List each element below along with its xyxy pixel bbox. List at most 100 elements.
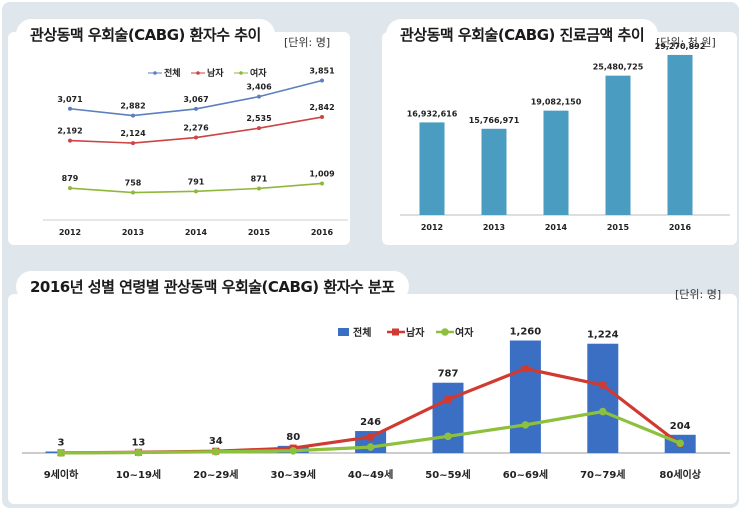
x-tick-label: 2014 [185, 228, 208, 237]
data-label: 29,270,892 [655, 42, 706, 51]
data-label: 1,009 [309, 169, 335, 178]
data-point [320, 115, 324, 120]
data-label: 34 [209, 436, 223, 447]
data-label: 1,224 [587, 330, 619, 341]
data-point [131, 113, 135, 118]
legend-label: 전체 [164, 67, 181, 79]
data-label: 758 [125, 179, 142, 188]
data-label: 3,067 [183, 95, 208, 104]
data-point [68, 138, 72, 143]
bar [509, 340, 541, 453]
data-point [131, 190, 135, 195]
data-label: 791 [188, 177, 205, 186]
data-point [521, 421, 530, 429]
data-label: 2,842 [309, 103, 334, 112]
data-point [68, 106, 72, 111]
data-point [521, 365, 529, 373]
legend-marker [392, 328, 399, 336]
bar [419, 122, 445, 215]
bar [605, 75, 631, 215]
data-point [289, 446, 298, 455]
data-label: 25,480,725 [593, 63, 644, 72]
x-tick-label: 2013 [483, 223, 505, 232]
data-label: 246 [360, 417, 381, 428]
x-tick-label: 30~39세 [270, 468, 315, 481]
data-label: 879 [62, 174, 79, 183]
data-label: 15,766,971 [469, 116, 520, 125]
data-label: 19,082,150 [531, 98, 582, 107]
data-label: 16,932,616 [407, 109, 458, 118]
data-point [257, 126, 261, 131]
bar [481, 128, 507, 215]
data-point [131, 141, 135, 146]
data-label: 204 [670, 421, 691, 432]
data-label: 2,276 [183, 124, 209, 133]
distribution-panel: 전체 남자 여자 3 9세이하 13 10~19세 34 20~29세 80 30~39세 246 40… [8, 294, 737, 504]
bar [667, 54, 693, 216]
x-tick-label: 2016 [669, 223, 692, 232]
data-label: 3 [58, 438, 65, 449]
data-label: 2,535 [246, 114, 272, 123]
x-tick-label: 70~79세 [580, 468, 625, 481]
legend-marker [441, 328, 449, 336]
bar [543, 110, 569, 215]
data-point [444, 432, 452, 441]
x-tick-label: 2015 [248, 228, 271, 237]
patients-title: 관상동맥 우회술(CABG) 환자수 추이 [16, 19, 275, 50]
data-point [676, 439, 684, 448]
costs-unit: [단위: 천 원] [656, 36, 716, 49]
bar [432, 382, 464, 453]
data-point [194, 189, 198, 194]
data-point [320, 78, 324, 83]
data-point [57, 449, 65, 457]
data-point [599, 407, 607, 416]
x-tick-label: 2014 [545, 223, 568, 232]
data-label: 2,192 [57, 127, 82, 136]
patients-unit: [단위: 명] [284, 36, 331, 49]
x-tick-label: 10~19세 [116, 468, 161, 481]
patients-panel: 전체 남자 여자 2012 2013 2014 2015 2016 3,071 2,882 3,06… [8, 32, 350, 245]
legend-label: 남자 [406, 326, 425, 339]
data-label: 871 [251, 174, 268, 183]
legend-label: 여자 [250, 67, 267, 79]
x-tick-label: 50~59세 [425, 468, 470, 481]
data-label: 1,260 [510, 327, 542, 338]
legend-marker [239, 71, 243, 75]
data-point [257, 186, 261, 191]
data-point [320, 181, 324, 186]
data-point [444, 395, 452, 403]
legend-label: 남자 [207, 67, 224, 79]
x-tick-label: 2012 [59, 228, 81, 237]
patients-chart: 전체 남자 여자 2012 2013 2014 2015 2016 3,071 2,882 3,06… [43, 67, 348, 237]
data-point [367, 433, 375, 441]
x-tick-label: 20~29세 [193, 468, 238, 481]
data-label: 3,851 [309, 67, 335, 76]
legend-swatch [338, 328, 349, 336]
data-label: 2,882 [120, 102, 145, 111]
x-tick-label: 80세이상 [659, 468, 701, 481]
legend-label: 여자 [455, 326, 474, 339]
bar [587, 343, 619, 453]
costs-panel: 16,932,616 2012 15,766,971 2013 19,082,150 20… [382, 32, 737, 245]
data-point [194, 106, 198, 111]
data-label: 13 [131, 438, 145, 449]
x-tick-label: 9세이하 [44, 468, 79, 481]
distribution-chart: 전체 남자 여자 3 9세이하 13 10~19세 34 20~29세 80 30~39세 246 40… [22, 326, 730, 481]
distribution-unit: [단위: 명] [675, 288, 722, 301]
data-point [212, 447, 220, 456]
data-label: 787 [438, 369, 459, 380]
x-tick-label: 2012 [421, 223, 443, 232]
distribution-title: 2016년 성별 연령별 관상동맥 우회술(CABG) 환자수 분포 [16, 271, 409, 302]
data-point [194, 135, 198, 140]
data-label: 2,124 [120, 129, 146, 138]
data-label: 3,071 [57, 95, 83, 104]
data-point [257, 94, 261, 99]
x-tick-label: 2016 [311, 228, 334, 237]
data-label: 3,406 [246, 83, 272, 92]
data-point [68, 186, 72, 191]
legend-label: 전체 [353, 326, 371, 339]
data-point [366, 443, 375, 451]
legend-marker [153, 71, 157, 75]
data-point [599, 381, 607, 389]
data-point [134, 448, 143, 457]
